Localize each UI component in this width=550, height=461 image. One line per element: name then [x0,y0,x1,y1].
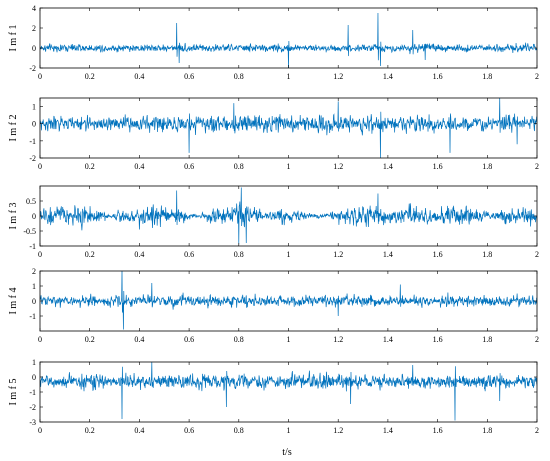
x-tick-label: 1.6 [433,250,443,259]
x-tick-label: 2 [535,335,539,344]
y-tick-label: -2 [29,154,36,163]
x-tick-label: 1.4 [383,426,393,435]
y-tick-label: 2 [32,267,36,276]
x-tick-label: 1.2 [333,426,343,435]
y-tick-label: -1 [29,137,36,146]
x-tick-label: 0.8 [234,335,244,344]
x-tick-label: 0.8 [234,72,244,81]
imf-3-y-axis-label: I m f 3 [8,203,19,230]
x-tick-label: 1 [287,162,291,171]
x-tick-label: 1.2 [333,250,343,259]
y-tick-label: -0.5 [23,227,36,236]
x-tick-label: 0.6 [184,335,194,344]
x-tick-label: 1 [287,426,291,435]
y-tick-label: 0 [32,373,36,382]
x-tick-label: 0.2 [85,72,95,81]
x-tick-label: 1.8 [482,335,492,344]
imf-2-series-line [40,98,537,158]
x-tick-label: 2 [535,162,539,171]
x-tick-label: 0 [38,72,42,81]
imf-panel-5: 0 0.2 0.4 0.6 0.8 1 1.2 1.4 1.6 1.8 2 -3 -2 -1 0 1 I m f… [8,358,539,435]
x-tick-label: 0.2 [85,426,95,435]
x-tick-label: 0.6 [184,162,194,171]
imf-1-series-line [40,12,537,68]
x-tick-label: 1 [287,335,291,344]
y-tick-label: -2 [29,64,36,73]
imf-1-y-axis-label: I m f 1 [8,25,19,52]
x-tick-label: 0 [38,335,42,344]
y-tick-label: -1 [29,312,36,321]
y-tick-label: 1 [32,282,36,291]
imf-3-series-line [40,187,537,245]
x-tick-label: 1.8 [482,72,492,81]
y-tick-label: 2 [32,24,36,33]
y-tick-label: 0.5 [26,197,36,206]
x-tick-label: 0 [38,162,42,171]
x-tick-label: 0.8 [234,426,244,435]
y-tick-label: 0 [32,44,36,53]
x-tick-label: 0.8 [234,162,244,171]
imf-2-y-axis-label: I m f 2 [8,115,19,142]
y-tick-label: 0 [32,120,36,129]
imf-5-y-axis-label: I m f 5 [8,379,19,406]
x-tick-label: 1.6 [433,426,443,435]
x-tick-label: 1.2 [333,335,343,344]
x-tick-label: 1.6 [433,72,443,81]
imf-panel-3: 0 0.2 0.4 0.6 0.8 1 1.2 1.4 1.6 1.8 2 -1 -0.5 0 0.5 I m… [8,185,539,259]
imf-5-series-line [40,362,537,421]
x-tick-label: 0.6 [184,426,194,435]
x-tick-label: 2 [535,250,539,259]
x-tick-label: 1.4 [383,162,393,171]
imf-panel-4: 0 0.2 0.4 0.6 0.8 1 1.2 1.4 1.6 1.8 2 -1 0 1 2 I m f 4 [8,267,539,344]
imf-2-axes-box [39,97,538,159]
y-tick-label: 1 [32,103,36,112]
y-tick-label: -3 [29,418,36,427]
y-tick-label: -1 [29,388,36,397]
x-tick-label: 0 [38,426,42,435]
x-tick-label: 0.6 [184,250,194,259]
imf-5-axes-box [39,361,538,423]
x-tick-label: 2 [535,426,539,435]
x-tick-label: 2 [535,72,539,81]
x-tick-label: 1.6 [433,162,443,171]
x-tick-label: 0.4 [134,426,144,435]
x-tick-label: 0.8 [234,250,244,259]
y-tick-label: 0 [32,212,36,221]
imf-4-y-axis-label: I m f 4 [8,288,19,315]
x-tick-label: 1.8 [482,162,492,171]
x-tick-label: 0.4 [134,72,144,81]
y-tick-label: 0 [32,297,36,306]
x-tick-label: 0.4 [134,250,144,259]
x-tick-label: 1.8 [482,250,492,259]
x-tick-label: 1 [287,72,291,81]
x-tick-label: 0.2 [85,250,95,259]
imf-panel-2: 0 0.2 0.4 0.6 0.8 1 1.2 1.4 1.6 1.8 2 -2 -1 0 1 I m f 2 [8,97,539,171]
imf-4-series-line [40,271,537,330]
y-tick-label: -1 [29,242,36,251]
x-tick-label: 0.4 [134,335,144,344]
x-tick-label: 0.4 [134,162,144,171]
x-tick-label: 1.4 [383,72,393,81]
x-tick-label: 0.6 [184,72,194,81]
x-tick-label: 0 [38,250,42,259]
x-tick-label: 1.6 [433,335,443,344]
x-tick-label: 1 [287,250,291,259]
x-tick-label: 0.2 [85,162,95,171]
y-tick-label: -2 [29,403,36,412]
x-axis-label: t/s [282,447,292,458]
x-tick-label: 1.4 [383,250,393,259]
y-tick-label: 1 [32,358,36,367]
x-tick-label: 1.2 [333,162,343,171]
x-tick-label: 1.2 [333,72,343,81]
x-tick-label: 1.4 [383,335,393,344]
x-tick-label: 0.2 [85,335,95,344]
y-tick-label: 4 [32,4,36,13]
x-tick-label: 1.8 [482,426,492,435]
